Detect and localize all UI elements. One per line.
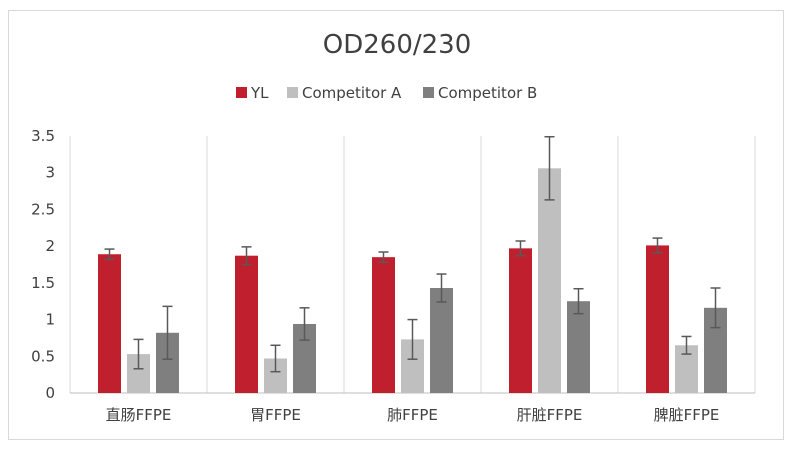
y-tick-label: 0.5 xyxy=(31,347,55,365)
bar-competitor-b xyxy=(293,323,316,393)
bar-yl xyxy=(235,255,258,393)
bar-competitor-b xyxy=(704,307,727,393)
y-tick-label: 3.5 xyxy=(31,127,55,145)
error-bar xyxy=(133,338,144,370)
error-bar xyxy=(436,273,447,303)
y-axis: 0 0.5 1 1.5 2 2.5 3 3.5 xyxy=(31,127,55,402)
bar-yl xyxy=(509,248,532,393)
bar-competitor-a xyxy=(675,345,698,393)
bar-yl xyxy=(372,257,395,393)
legend-label-2: Competitor B xyxy=(438,84,537,102)
error-bar xyxy=(378,251,389,264)
legend-label-1: Competitor A xyxy=(302,84,402,102)
bar-competitor-b xyxy=(567,301,590,393)
bar-yl xyxy=(646,245,669,393)
error-bar xyxy=(162,305,173,360)
y-tick-label: 3 xyxy=(45,164,55,182)
bar-competitor-a xyxy=(127,354,150,393)
bar-competitor-b xyxy=(156,332,179,393)
legend-label-0: YL xyxy=(250,84,269,102)
bar-competitor-a xyxy=(538,168,561,393)
bar-competitor-a xyxy=(401,339,424,393)
x-category-label: 脾脏FFPE xyxy=(654,406,720,424)
bar-competitor-a xyxy=(264,358,287,393)
x-category-label: 胃FFPE xyxy=(250,406,301,424)
y-tick-label: 1.5 xyxy=(31,274,55,292)
bars xyxy=(98,135,727,393)
x-axis: 直肠FFPE 胃FFPE 肺FFPE 肝脏FFPE 脾脏FFPE xyxy=(106,406,720,424)
chart-title: OD260/230 xyxy=(323,30,472,60)
x-category-label: 肺FFPE xyxy=(387,406,438,424)
error-bar xyxy=(652,237,663,254)
y-tick-label: 0 xyxy=(45,384,55,402)
y-tick-label: 2 xyxy=(45,237,55,255)
error-bar xyxy=(573,287,584,315)
legend: YL Competitor A Competitor B xyxy=(236,84,537,102)
y-tick-label: 2.5 xyxy=(31,200,55,218)
error-bar xyxy=(710,287,721,329)
x-category-label: 直肠FFPE xyxy=(106,406,172,424)
error-bar xyxy=(681,335,692,355)
y-tick-label: 1 xyxy=(45,311,55,329)
error-bar xyxy=(299,307,310,341)
error-bar xyxy=(407,318,418,360)
legend-swatch-1 xyxy=(287,87,298,98)
error-bar xyxy=(544,135,555,201)
bar-yl xyxy=(98,254,121,393)
x-category-label: 肝脏FFPE xyxy=(517,406,583,424)
bar-competitor-b xyxy=(430,287,453,393)
legend-swatch-0 xyxy=(236,87,247,98)
error-bar xyxy=(270,344,281,373)
error-bar xyxy=(241,246,252,266)
error-bar xyxy=(104,248,115,261)
error-bar xyxy=(515,240,526,257)
legend-swatch-2 xyxy=(423,87,434,98)
